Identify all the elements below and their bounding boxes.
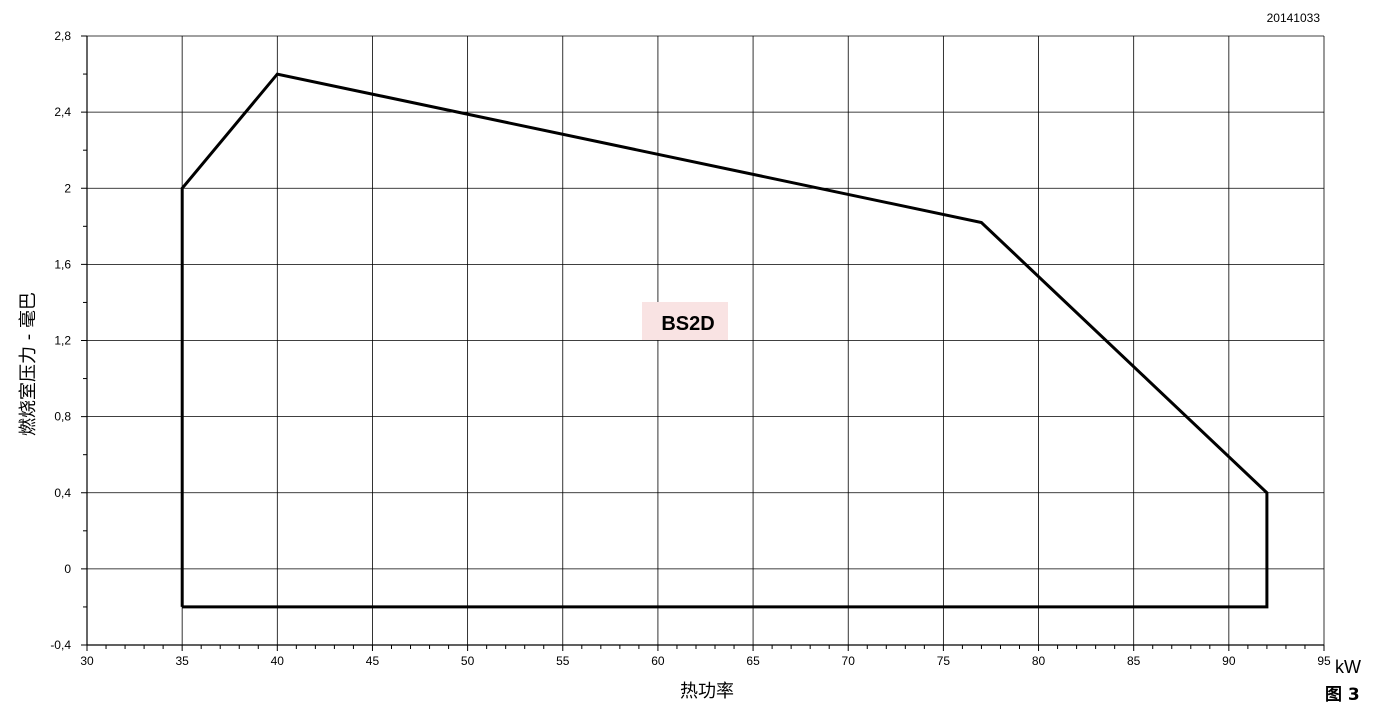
x-tick-label-8: 70 [842,654,856,668]
y-tick-label-4: 1,2 [54,334,71,348]
y-tick-label-2: 0,4 [54,486,71,500]
x-tick-label-0: 30 [80,654,94,668]
axes [86,36,1324,646]
y-tick-label-7: 2,4 [54,105,71,119]
y-tick-label-3: 0,8 [54,410,71,424]
x-axis-title: 热功率 [680,681,734,702]
series-layer [180,72,1269,609]
series-label-background [642,302,728,340]
y-tick-labels: -0,4 0 0,4 0,8 1,2 1,6 2 2,4 2,8 [50,29,71,652]
x-tick-label-2: 40 [271,654,285,668]
x-tick-label-10: 80 [1032,654,1046,668]
series-label: BS2D [661,313,714,335]
y-tick-label-6: 2 [64,181,71,195]
x-tick-label-3: 45 [366,654,380,668]
x-tick-label-6: 60 [651,654,665,668]
series-line-0 [180,72,1269,609]
x-tick-label-4: 50 [461,654,475,668]
x-tick-label-7: 65 [746,654,760,668]
grid-lines [87,35,1325,645]
x-tick-label-13: 95 [1317,654,1331,668]
x-tick-label-5: 55 [556,654,570,668]
x-axis-unit: kW [1335,657,1361,677]
minor-ticks [81,35,1325,651]
chart-code: 20141033 [1267,11,1321,25]
y-tick-label-5: 1,6 [54,257,71,271]
x-tick-label-1: 35 [175,654,189,668]
x-tick-label-12: 90 [1222,654,1236,668]
x-tick-label-9: 75 [937,654,951,668]
y-axis-title: 燃烧室压力 - 毫巴 [18,292,39,436]
figure-label: 图 3 [1325,685,1360,702]
y-tick-label-8: 2,8 [54,29,71,43]
x-tick-label-11: 85 [1127,654,1141,668]
y-tick-label-0: -0,4 [50,638,71,652]
x-tick-labels: 30 35 40 45 50 55 60 65 70 75 80 85 90 95 [80,654,1331,668]
y-tick-label-1: 0 [64,562,71,576]
